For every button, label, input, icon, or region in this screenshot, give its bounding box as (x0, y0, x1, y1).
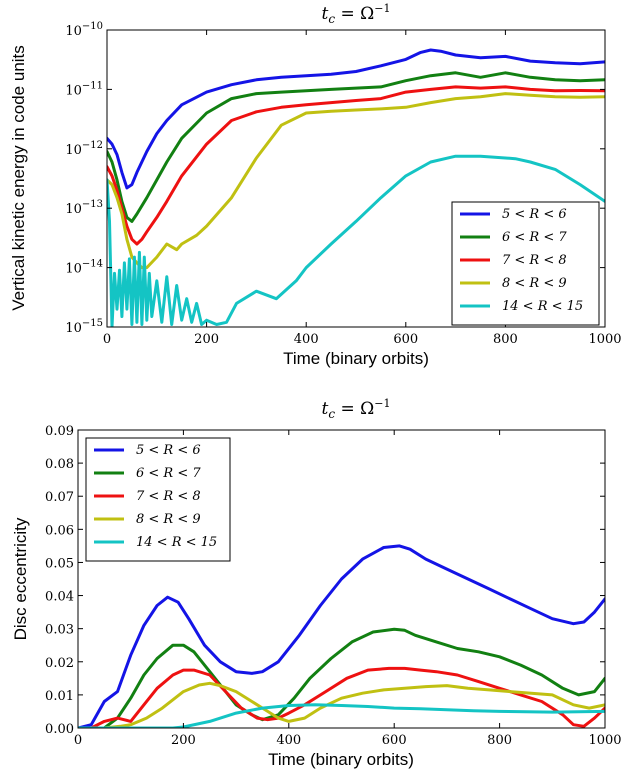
legend-label: 14 < R < 15 (136, 535, 217, 550)
y-tick-label: 10−12 (65, 140, 103, 158)
legend-label: 5 < R < 6 (502, 207, 567, 222)
y-tick-label: 10−15 (65, 318, 103, 336)
series-line-2 (107, 71, 605, 223)
bottom-axes-frame (77, 429, 606, 729)
legend-label: 7 < R < 8 (136, 489, 201, 504)
legend-label: 7 < R < 8 (502, 253, 567, 268)
bottom-panel-title: tc = Ω−1 (322, 397, 391, 421)
x-tick-label: 800 (487, 733, 512, 748)
y-tick-label: 0.07 (45, 490, 74, 505)
x-tick-label: 1000 (588, 733, 621, 748)
x-tick-label: 600 (393, 332, 418, 347)
bottom-x-axis-label: Time (binary orbits) (268, 750, 414, 769)
x-tick-label: 200 (194, 332, 219, 347)
y-tick-label: 0.00 (45, 722, 74, 737)
top-panel-title: tc = Ω−1 (322, 2, 391, 26)
y-tick-label: 0.06 (45, 523, 74, 538)
series-line-5 (78, 703, 605, 728)
x-tick-label: 600 (382, 733, 407, 748)
y-tick-label: 0.08 (45, 457, 74, 472)
bottom-y-axis-label: Disc eccentricity (11, 517, 30, 640)
y-tick-label: 0.02 (45, 656, 74, 671)
x-tick-label: 400 (276, 733, 301, 748)
series-line-5 (107, 154, 605, 327)
x-tick-label: 0 (74, 733, 82, 748)
x-tick-label: 1000 (588, 332, 621, 347)
y-tick-label: 0.03 (45, 623, 74, 638)
series-line-1 (107, 48, 605, 190)
bottom-panel: tc = Ω−1 0 200 400 600 800 1000 0.00 0.01 0.02 0.… (11, 397, 621, 769)
top-legend: 5 < R < 6 6 < R < 7 7 < R < 8 8 < R < 9 14 <… (451, 201, 600, 326)
y-tick-label: 0.01 (45, 689, 74, 704)
y-tick-label: 10−11 (65, 80, 103, 98)
legend-label: 5 < R < 6 (136, 443, 201, 458)
top-axes-frame (106, 29, 606, 328)
series-line-4 (78, 681, 605, 728)
series-line-4 (107, 92, 605, 270)
legend-label: 14 < R < 15 (502, 299, 583, 314)
x-tick-label: 400 (294, 332, 319, 347)
top-panel: tc = Ω−1 0 200 400 600 800 1000 10−15 10−14 10−1… (9, 2, 621, 368)
legend-label: 8 < R < 9 (502, 276, 567, 291)
y-tick-label: 10−10 (65, 21, 103, 39)
top-y-axis-label: Vertical kinetic energy in code units (9, 45, 28, 311)
y-tick-label: 0.05 (45, 556, 74, 571)
series-line-2 (78, 627, 605, 728)
y-tick-label: 10−14 (65, 259, 103, 277)
bottom-plot-area (77, 429, 606, 729)
series-line-3 (107, 85, 605, 246)
x-tick-label: 800 (493, 332, 518, 347)
x-tick-label: 0 (103, 332, 111, 347)
series-line-1 (78, 544, 605, 728)
x-tick-label: 200 (171, 733, 196, 748)
legend-label: 6 < R < 7 (136, 466, 201, 481)
bottom-legend: 5 < R < 6 6 < R < 7 7 < R < 8 8 < R < 9 14 <… (85, 437, 231, 562)
legend-label: 6 < R < 7 (502, 230, 567, 245)
y-tick-label: 0.04 (45, 590, 74, 605)
legend-label: 8 < R < 9 (136, 512, 201, 527)
y-tick-label: 0.09 (45, 424, 74, 439)
top-plot-area (106, 29, 606, 328)
y-tick-label: 10−13 (65, 199, 103, 217)
top-x-axis-label: Time (binary orbits) (283, 349, 429, 368)
